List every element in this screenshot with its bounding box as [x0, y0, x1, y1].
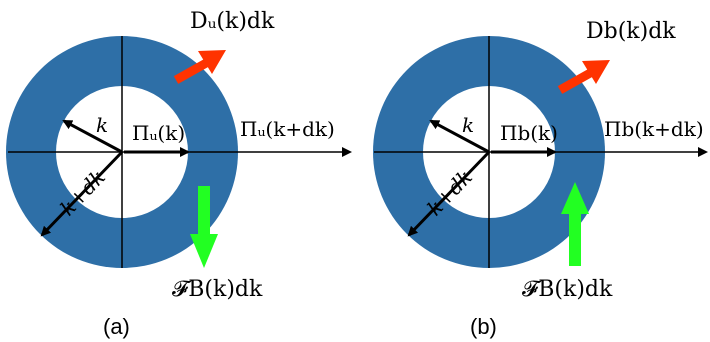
forcing-arrow [561, 182, 589, 266]
label-forcing: 𝓕B(k)dk [522, 277, 613, 302]
label-dissipation: Dᵤ(k)dk [190, 9, 275, 34]
radius-k-arrow [429, 119, 490, 154]
label-k: k [96, 113, 108, 137]
label-k: k [462, 113, 474, 137]
caption-a: (a) [103, 314, 130, 339]
forcing-arrow [190, 186, 218, 268]
panel-a: k k+dk Πᵤ(k) Πᵤ(k+dk) Dᵤ(k)dk 𝓕B(k)dk (a… [6, 9, 352, 339]
label-pi-inner: Πᵤ(k) [132, 121, 185, 145]
caption-b: (b) [470, 314, 497, 339]
label-pi-outer: Πᵤ(k+dk) [240, 117, 335, 141]
radius-k-arrow [62, 119, 123, 154]
panel-b: k k+dk Πb(k) Πb(k+dk) Db(k)dk 𝓕B(k)dk (b… [373, 19, 708, 339]
label-pi-outer: Πb(k+dk) [604, 117, 704, 141]
label-forcing: 𝓕B(k)dk [172, 277, 263, 302]
dissipation-arrow [173, 50, 226, 84]
label-pi-inner: Πb(k) [500, 121, 558, 145]
dissipation-arrow [557, 60, 610, 94]
radius-k-dk-arrow [407, 150, 491, 237]
radius-k-dk-arrow [40, 150, 124, 237]
label-dissipation: Db(k)dk [586, 19, 676, 44]
